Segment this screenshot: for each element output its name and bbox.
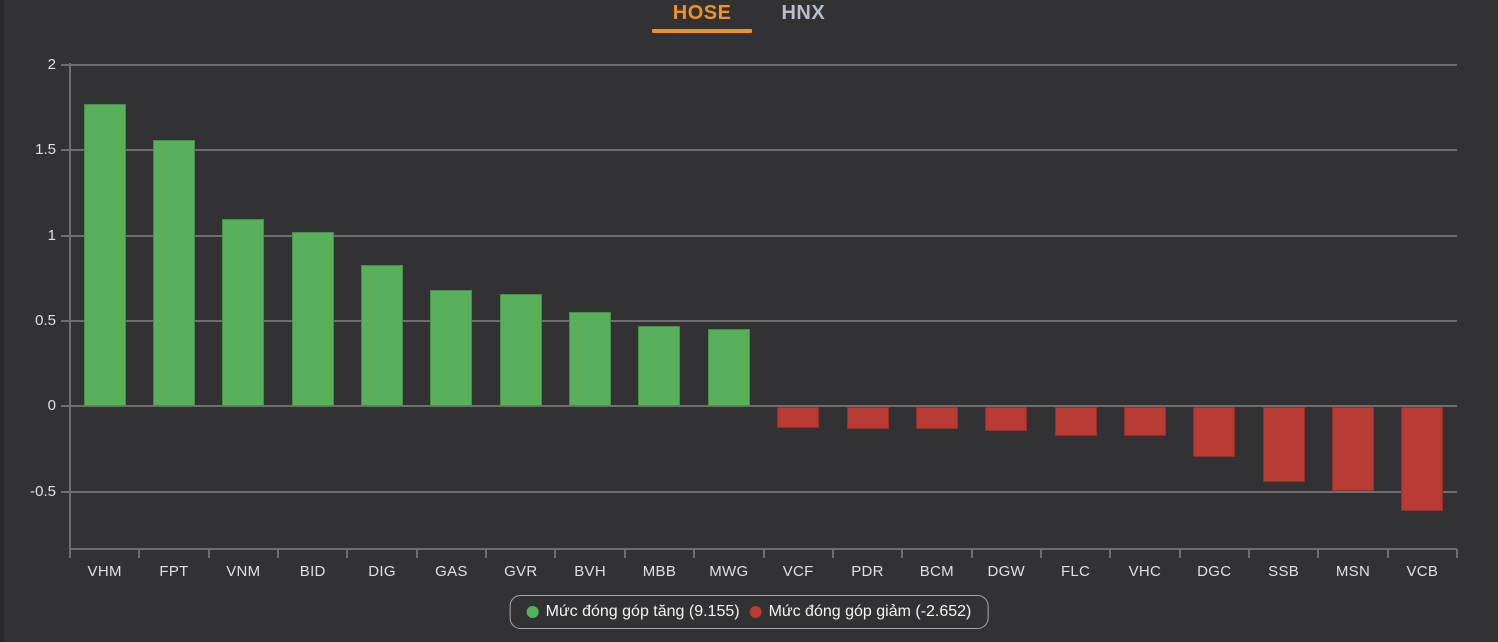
x-axis-label-mbb: MBB xyxy=(642,563,677,580)
bar-vhc[interactable] xyxy=(1123,407,1166,437)
bar-fpt[interactable] xyxy=(153,140,196,407)
bar-msn[interactable] xyxy=(1331,407,1374,491)
bar-vcf[interactable] xyxy=(777,407,820,428)
x-axis-label-fpt: FPT xyxy=(159,563,189,580)
bar-mbb[interactable] xyxy=(638,326,681,407)
x-axis-label-gvr: GVR xyxy=(504,563,538,580)
x-axis-label-flc: FLC xyxy=(1060,563,1091,580)
x-axis-label-mwg: MWG xyxy=(709,563,749,580)
x-axis-label-dgc: DGC xyxy=(1197,563,1232,580)
y-axis-tick xyxy=(61,319,70,322)
x-axis-label-vhm: VHM xyxy=(87,563,122,580)
x-axis-tick xyxy=(693,549,696,558)
x-axis-label-gas: GAS xyxy=(435,563,468,580)
x-axis-tick xyxy=(554,549,557,558)
legend-label-decrease: Mức đóng góp giảm (-2.652) xyxy=(768,603,972,620)
bar-ssb[interactable] xyxy=(1262,407,1305,483)
x-axis-tick xyxy=(485,549,488,558)
legend-dot-decrease-icon xyxy=(749,606,762,618)
page-left-edge xyxy=(0,0,4,642)
bar-bid[interactable] xyxy=(291,232,334,407)
y-axis-label: 0.5 xyxy=(35,311,56,329)
x-axis-tick xyxy=(1109,549,1112,558)
y-axis-tick xyxy=(61,405,70,408)
bar-flc[interactable] xyxy=(1054,407,1097,437)
x-axis-tick xyxy=(1456,549,1458,558)
bar-gas[interactable] xyxy=(430,290,473,407)
x-axis-label-vnm: VNM xyxy=(226,563,261,580)
x-axis-label-vhc: VHC xyxy=(1128,563,1162,580)
x-axis-tick xyxy=(415,549,418,558)
x-axis-tick xyxy=(970,549,973,558)
x-axis-label-bcm: BCM xyxy=(919,563,954,580)
x-axis-tick xyxy=(623,549,626,558)
gridline-y-1.5 xyxy=(70,149,1457,152)
legend-label-increase: Mức đóng góp tăng (9.155) xyxy=(545,603,740,620)
gridline-y-0.5 xyxy=(70,319,1457,322)
tab-hose[interactable]: HOSE xyxy=(651,0,753,36)
x-axis-tick xyxy=(1178,549,1181,558)
x-axis-tick xyxy=(69,549,71,558)
bar-bvh[interactable] xyxy=(569,312,612,407)
x-axis-tick xyxy=(277,549,280,558)
x-axis-tick xyxy=(1386,549,1389,558)
x-axis-label-bvh: BVH xyxy=(574,563,606,580)
chart-legend: Mức đóng góp tăng (9.155) Mức đóng góp g… xyxy=(509,595,989,629)
tab-hnx-label: HNX xyxy=(781,2,826,24)
x-axis-tick xyxy=(346,549,349,558)
gridline-y-1 xyxy=(70,234,1457,237)
y-axis-label: 1 xyxy=(47,226,56,244)
y-axis-tick xyxy=(61,490,70,493)
gridline-y-2 xyxy=(70,64,1457,66)
y-axis-line xyxy=(69,63,71,549)
exchange-tabbar: HOSE HNX xyxy=(0,0,1498,38)
legend-dot-increase-icon xyxy=(526,606,539,618)
y-axis-label: 1.5 xyxy=(35,141,56,159)
bar-pdr[interactable] xyxy=(846,407,889,430)
x-axis-label-vcf: VCF xyxy=(782,563,814,580)
y-axis-label: 2 xyxy=(47,56,56,73)
x-axis-label-dgw: DGW xyxy=(987,563,1025,580)
bar-bcm[interactable] xyxy=(915,407,958,430)
x-axis-tick xyxy=(138,549,141,558)
tab-hnx[interactable]: HNX xyxy=(760,0,846,36)
x-axis-label-msn: MSN xyxy=(1335,563,1371,580)
x-axis-tick xyxy=(1247,549,1250,558)
gridline-y--0.5 xyxy=(70,490,1457,493)
bar-vcb[interactable] xyxy=(1401,407,1444,512)
x-axis-label-ssb: SSB xyxy=(1268,563,1300,580)
bar-vhm[interactable] xyxy=(83,104,126,407)
x-axis-label-dig: DIG xyxy=(368,563,396,580)
x-axis-tick xyxy=(901,549,904,558)
y-axis-tick xyxy=(61,64,70,66)
x-axis-tick xyxy=(1039,549,1042,558)
bar-mwg[interactable] xyxy=(707,329,750,407)
legend-item-decrease[interactable]: Mức đóng góp giảm (-2.652) xyxy=(749,603,972,621)
x-axis-label-bid: BID xyxy=(299,563,326,580)
y-axis-label: -0.5 xyxy=(30,482,56,500)
x-axis-tick xyxy=(762,549,765,558)
x-axis-tick xyxy=(207,549,210,558)
y-axis-tick xyxy=(61,149,70,152)
bar-dgc[interactable] xyxy=(1193,407,1236,457)
bar-dgw[interactable] xyxy=(985,407,1028,432)
active-tab-underline xyxy=(651,29,753,33)
bar-vnm[interactable] xyxy=(222,218,265,407)
legend-item-increase[interactable]: Mức đóng góp tăng (9.155) xyxy=(526,603,740,621)
bar-gvr[interactable] xyxy=(499,293,542,407)
x-axis-label-pdr: PDR xyxy=(851,563,884,580)
x-axis-tick xyxy=(1317,549,1320,558)
x-axis-label-vcb: VCB xyxy=(1406,563,1439,580)
gridline-y-0 xyxy=(70,405,1457,408)
x-axis-tick xyxy=(831,549,834,558)
y-axis-tick xyxy=(61,234,70,237)
tab-hose-label: HOSE xyxy=(672,2,732,24)
bar-dig[interactable] xyxy=(361,264,404,407)
y-axis-label: 0 xyxy=(47,397,56,415)
